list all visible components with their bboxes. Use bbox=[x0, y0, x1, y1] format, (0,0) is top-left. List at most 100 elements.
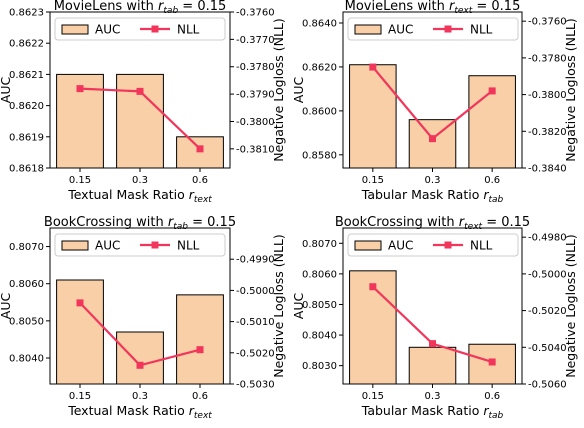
legend-auc-label: AUC bbox=[388, 23, 413, 37]
y-tick-label: 0.8623 bbox=[9, 8, 44, 19]
chart-panel-4: 0.8030 0.8040 0.8050 0.8060 0.8070 -0.4980 -0.… bbox=[291, 215, 578, 421]
y-tick-label: 0.8050 bbox=[9, 316, 44, 327]
x-tick-label: 0.6 bbox=[192, 391, 208, 402]
nll-marker bbox=[136, 87, 144, 95]
y-tick-label: 0.8030 bbox=[302, 361, 337, 372]
y-axis-label: AUC bbox=[291, 77, 306, 104]
legend-auc-swatch bbox=[354, 24, 382, 35]
x-tick-label: 0.6 bbox=[484, 391, 500, 402]
x-axis-label: Textual Mask Ratio rtext bbox=[67, 187, 212, 205]
y2-axis-label: Negative Logloss (NLL) bbox=[271, 234, 286, 378]
y-tick-label: 0.8600 bbox=[302, 106, 337, 117]
x-tick-label: 0.15 bbox=[69, 175, 91, 186]
y2-axis-label: Negative Logloss (NLL) bbox=[271, 18, 286, 162]
y-axis-label: AUC bbox=[0, 293, 13, 320]
x-tick-label: 0.6 bbox=[484, 175, 500, 186]
legend: AUC NLL bbox=[54, 233, 226, 257]
nll-marker bbox=[429, 135, 436, 143]
x-tick-label: 0.15 bbox=[362, 175, 384, 186]
y2-axis-label: Negative Logloss (NLL) bbox=[563, 18, 578, 162]
y-tick-label: 0.8619 bbox=[9, 132, 44, 143]
auc-bar bbox=[116, 331, 164, 385]
legend-auc-swatch bbox=[61, 24, 89, 35]
x-tick-label: 0.3 bbox=[425, 175, 441, 186]
legend-nll-marker bbox=[444, 25, 452, 33]
y-axis-label: AUC bbox=[291, 293, 306, 320]
y-tick-label: 0.8040 bbox=[302, 331, 337, 342]
nll-marker bbox=[76, 85, 84, 93]
y-tick-label: 0.8622 bbox=[9, 39, 44, 50]
chart-panel-1: 0.8618 0.8619 0.8620 0.8621 0.8622 0.8623 -0.3… bbox=[0, 0, 286, 205]
y-tick-label: 0.8070 bbox=[9, 242, 44, 253]
x-tick-label: 0.15 bbox=[362, 391, 384, 402]
nll-marker bbox=[76, 299, 84, 307]
legend-auc-label: AUC bbox=[95, 23, 120, 37]
y2-tick-label: -0.5040 bbox=[528, 343, 567, 354]
y2-tick-label: -0.5060 bbox=[528, 380, 567, 391]
auc-bar bbox=[408, 346, 457, 385]
nll-marker bbox=[488, 358, 496, 366]
y2-tick-label: -0.5000 bbox=[528, 269, 567, 280]
y2-tick-label: -0.3780 bbox=[528, 53, 567, 64]
y-tick-label: 0.8050 bbox=[302, 300, 337, 311]
legend-auc-swatch bbox=[61, 240, 89, 251]
y-tick-label: 0.8618 bbox=[9, 164, 44, 175]
y2-axis-label: Negative Logloss (NLL) bbox=[563, 234, 578, 378]
legend-nll-marker bbox=[151, 25, 159, 33]
legend-nll-label: NLL bbox=[470, 23, 493, 37]
y2-tick-label: -0.3780 bbox=[236, 62, 275, 73]
x-axis-label: Tabular Mask Ratio rtab bbox=[361, 403, 504, 421]
y2-tick-label: -0.3820 bbox=[528, 127, 567, 138]
chart-title: MovieLens with rtext = 0.15 bbox=[345, 0, 521, 16]
y2-tick-label: -0.3800 bbox=[236, 117, 275, 128]
y2-tick-label: -0.4980 bbox=[528, 233, 567, 244]
legend: AUC NLL bbox=[54, 17, 226, 41]
y-tick-label: 0.8620 bbox=[9, 101, 44, 112]
y2-tick-label: -0.3800 bbox=[528, 90, 567, 101]
legend-nll-label: NLL bbox=[177, 23, 200, 37]
auc-bar bbox=[408, 119, 457, 169]
nll-marker bbox=[369, 63, 377, 71]
y-tick-label: 0.8060 bbox=[9, 279, 44, 290]
x-tick-label: 0.3 bbox=[132, 391, 148, 402]
legend: AUC NLL bbox=[347, 233, 519, 257]
y2-tick-label: -0.3810 bbox=[236, 144, 275, 155]
y-tick-label: 0.8070 bbox=[302, 239, 337, 250]
x-axis-label: Tabular Mask Ratio rtab bbox=[361, 187, 504, 205]
legend-nll-label: NLL bbox=[470, 239, 493, 253]
chart-panel-3: 0.8040 0.8050 0.8060 0.8070 -0.4990 -0.5000 -0… bbox=[0, 215, 286, 421]
legend: AUC NLL bbox=[347, 17, 519, 41]
y-axis-label: AUC bbox=[0, 77, 13, 104]
nll-marker bbox=[196, 346, 204, 354]
y2-tick-label: -0.3770 bbox=[236, 35, 275, 46]
y-tick-label: 0.8060 bbox=[302, 269, 337, 280]
y2-tick-label: -0.3840 bbox=[528, 164, 567, 175]
legend-nll-marker bbox=[444, 241, 452, 249]
legend-nll-label: NLL bbox=[177, 239, 200, 253]
y2-tick-label: -0.5030 bbox=[236, 380, 275, 391]
y2-tick-label: -0.3760 bbox=[236, 8, 275, 19]
y2-tick-label: -0.5020 bbox=[236, 348, 275, 359]
auc-bar bbox=[176, 136, 224, 169]
y2-tick-label: -0.5020 bbox=[528, 306, 567, 317]
nll-marker bbox=[429, 340, 436, 348]
legend-auc-swatch bbox=[354, 240, 382, 251]
y-tick-label: 0.8040 bbox=[9, 354, 44, 365]
x-tick-label: 0.3 bbox=[425, 391, 441, 402]
y-tick-label: 0.8621 bbox=[9, 70, 44, 81]
y-tick-label: 0.8640 bbox=[302, 18, 337, 29]
auc-bar bbox=[349, 64, 397, 169]
y2-tick-label: -0.5000 bbox=[236, 286, 275, 297]
x-axis-label: Textual Mask Ratio rtext bbox=[67, 403, 212, 421]
x-tick-label: 0.6 bbox=[192, 175, 208, 186]
legend-nll-marker bbox=[151, 241, 159, 249]
auc-bar bbox=[176, 294, 224, 385]
nll-marker bbox=[369, 283, 377, 291]
chart-panel-2: 0.8580 0.8600 0.8620 0.8640 -0.3760 -0.3780 -0… bbox=[291, 0, 578, 205]
chart-title: BookCrossing with rtab = 0.15 bbox=[44, 215, 236, 232]
y-tick-label: 0.8620 bbox=[302, 62, 337, 73]
legend-auc-label: AUC bbox=[95, 239, 120, 253]
x-tick-label: 0.3 bbox=[132, 175, 148, 186]
y2-tick-label: -0.5010 bbox=[236, 317, 275, 328]
